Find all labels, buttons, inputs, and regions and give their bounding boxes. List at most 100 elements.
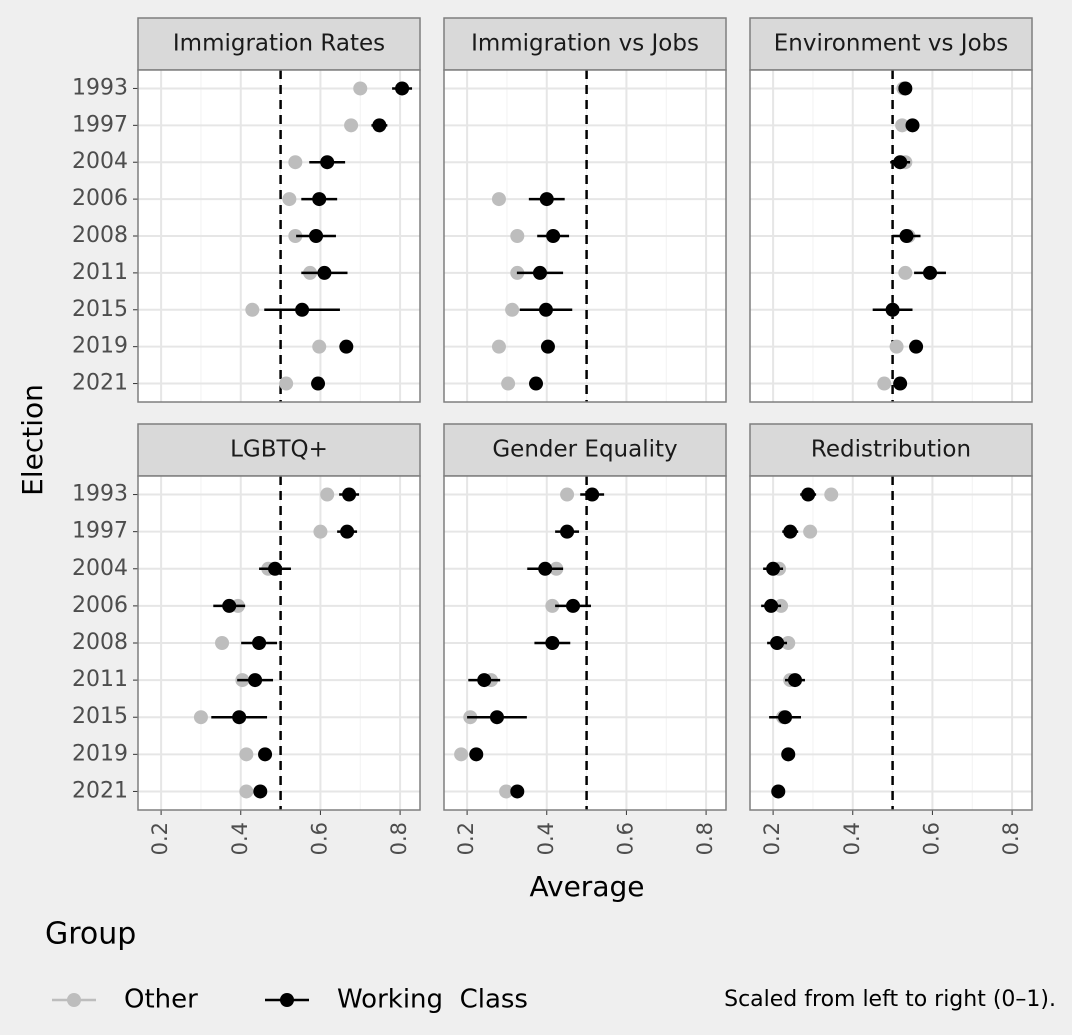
- y-tick-label: 2015: [72, 297, 128, 322]
- point: [546, 229, 561, 243]
- point: [311, 376, 326, 391]
- legend-label: Working Class: [337, 985, 528, 1015]
- point: [893, 155, 908, 170]
- point: [899, 229, 914, 243]
- point: [510, 784, 525, 799]
- point: [771, 784, 786, 799]
- point: [898, 265, 913, 280]
- y-tick-label: 2011: [72, 260, 128, 285]
- y-tick-label: 2004: [72, 149, 128, 174]
- strip: [749, 423, 1033, 477]
- point: [193, 710, 208, 725]
- legend-label: Other: [124, 985, 198, 1015]
- point: [344, 118, 359, 133]
- point: [585, 487, 600, 502]
- point: [268, 561, 283, 576]
- facet-title: LGBTQ+: [230, 437, 328, 463]
- point: [239, 784, 254, 799]
- panel-border: [137, 69, 421, 403]
- point: [489, 710, 504, 725]
- legend-key: [280, 993, 294, 1007]
- point: [529, 376, 544, 391]
- point: [538, 302, 553, 317]
- facet-title: Gender Equality: [492, 437, 677, 463]
- point: [312, 192, 327, 207]
- point: [454, 747, 469, 762]
- x-tick-label: 0.6: [919, 822, 943, 855]
- x-tick-label: 0.2: [454, 822, 478, 855]
- y-tick-label: 2015: [72, 704, 128, 729]
- panel-border: [749, 475, 1033, 811]
- point: [889, 339, 904, 354]
- point: [295, 302, 310, 317]
- point: [788, 673, 803, 688]
- point: [893, 376, 908, 391]
- point: [222, 598, 237, 613]
- x-tick-label: 0.8: [693, 822, 717, 855]
- x-tick-label: 0.8: [387, 822, 411, 855]
- point: [312, 339, 327, 354]
- point: [766, 561, 781, 576]
- point: [320, 155, 335, 170]
- point: [801, 487, 816, 502]
- point: [320, 487, 335, 502]
- y-tick-label: 2008: [72, 630, 128, 655]
- panel-border: [749, 69, 1033, 403]
- point: [313, 524, 328, 539]
- point: [764, 598, 779, 613]
- point: [560, 487, 575, 502]
- strip: [749, 17, 1033, 71]
- point: [395, 81, 410, 96]
- point: [538, 561, 553, 576]
- point: [781, 636, 796, 650]
- legend-title: Group: [45, 917, 136, 952]
- y-tick-label: 2021: [72, 371, 128, 396]
- strip: [443, 17, 727, 71]
- y-tick-label: 2006: [72, 186, 128, 211]
- point: [491, 339, 506, 354]
- point: [909, 339, 924, 354]
- y-tick-label: 2008: [72, 223, 128, 248]
- point: [491, 192, 506, 207]
- point: [781, 747, 796, 762]
- point: [317, 265, 332, 280]
- point: [340, 524, 355, 539]
- strip: [137, 423, 421, 477]
- point: [339, 339, 354, 354]
- point: [477, 673, 492, 688]
- point: [885, 302, 900, 317]
- point: [898, 81, 913, 96]
- point: [499, 784, 514, 799]
- facet-title: Environment vs Jobs: [774, 31, 1009, 57]
- y-tick-label: 1997: [72, 112, 128, 137]
- x-tick-label: 0.4: [840, 822, 864, 855]
- point: [560, 524, 575, 539]
- point: [245, 302, 260, 317]
- point: [215, 636, 230, 650]
- point: [566, 598, 581, 613]
- y-axis-title: Election: [16, 384, 49, 496]
- facet-title: Redistribution: [811, 437, 971, 463]
- point: [282, 192, 297, 207]
- panel-border: [443, 475, 727, 811]
- point: [253, 784, 268, 799]
- point: [510, 229, 525, 243]
- point: [279, 376, 294, 391]
- x-tick-label: 0.4: [534, 822, 558, 855]
- y-tick-label: 1997: [72, 519, 128, 544]
- facet-title: Immigration vs Jobs: [471, 31, 699, 57]
- point: [803, 524, 818, 539]
- point: [540, 339, 555, 354]
- y-tick-label: 2019: [72, 741, 128, 766]
- point: [923, 265, 938, 280]
- point: [309, 229, 324, 243]
- point: [545, 636, 560, 650]
- point: [288, 155, 303, 170]
- point: [372, 118, 387, 133]
- point: [252, 636, 267, 650]
- x-tick-label: 0.2: [760, 822, 784, 855]
- point: [783, 524, 798, 539]
- strip: [443, 423, 727, 477]
- y-tick-label: 2006: [72, 593, 128, 618]
- point: [545, 598, 560, 613]
